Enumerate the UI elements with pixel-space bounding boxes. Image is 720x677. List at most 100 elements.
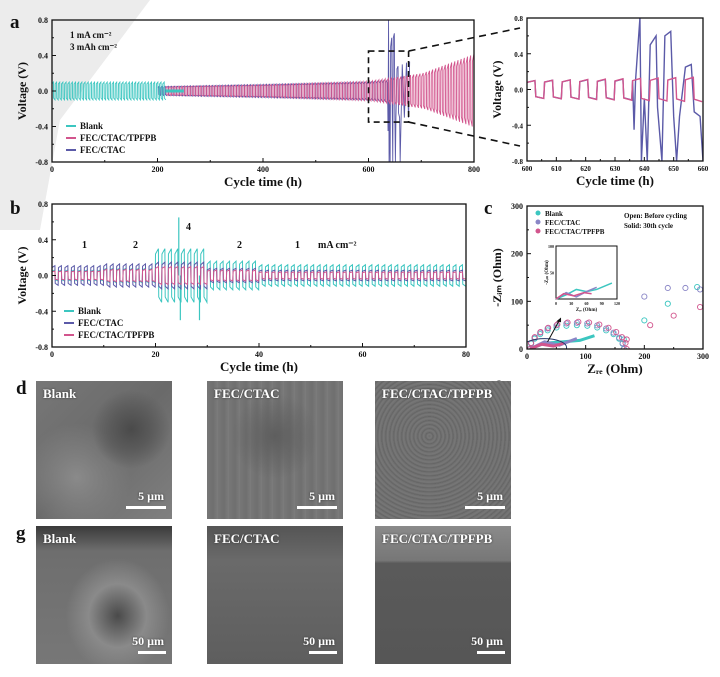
open-marker (553, 322, 560, 329)
y-tick-label: 0.4 (38, 236, 48, 245)
x-tick-label: 640 (639, 165, 650, 173)
legend-label: FEC/CTAC/TPFPB (545, 228, 605, 236)
legend-marker (535, 219, 541, 225)
x-tick-label: 650 (668, 165, 679, 173)
scale-bar-label: 50 µm (471, 634, 503, 648)
rate-annotation: 2 (133, 240, 138, 251)
y-tick-label: 0.0 (514, 87, 523, 95)
x-tick-label: 300 (697, 352, 709, 361)
open-marker (622, 339, 629, 347)
scale-bar (465, 506, 505, 509)
inset-frame (555, 245, 618, 300)
panel-label-a: a (10, 12, 20, 33)
inset-x-tick-label: 90 (600, 301, 604, 306)
x-tick-label: 0 (525, 352, 529, 361)
open-marker (641, 317, 648, 324)
y-axis-label: Voltage (V) (15, 247, 29, 305)
open-marker (641, 293, 648, 300)
scale-bar-label: 5 µm (477, 489, 503, 503)
legend-label: FEC/CTAC/TPFPB (78, 330, 154, 340)
legend-label: FEC/CTAC (78, 318, 123, 328)
scale-bar (126, 506, 166, 509)
open-marker (619, 340, 626, 347)
open-marker (664, 300, 671, 307)
sem-image-h: FEC/CTAC 50 µm (207, 526, 343, 664)
open-marker (616, 334, 623, 341)
y-tick-label: 300 (511, 202, 523, 211)
x-axis-label: Cycle time (h) (220, 359, 298, 374)
open-marker (575, 318, 582, 325)
inset-x-tick-label: 0 (555, 301, 557, 306)
x-axis-label: Zᵣₑ (Ohm) (587, 361, 642, 376)
open-marker (573, 319, 580, 326)
sem-label: FEC/CTAC/TPFPB (382, 531, 493, 546)
rate-annotation: 4 (186, 222, 191, 233)
axes-frame (526, 17, 704, 162)
open-marker (596, 321, 603, 328)
scale-bar (477, 651, 505, 654)
inset-y-tick-label: 50 (550, 271, 554, 276)
open-marker (670, 312, 677, 319)
open-marker (544, 327, 551, 334)
scale-bar-label: 50 µm (132, 634, 164, 648)
open-marker (682, 284, 689, 292)
open-marker (545, 324, 552, 331)
x-axis-label: Cycle time (h) (224, 174, 302, 189)
open-marker (586, 319, 593, 326)
watermark-shape (0, 0, 150, 230)
open-marker (605, 324, 612, 331)
open-marker (613, 329, 620, 336)
axes-frame (51, 19, 475, 163)
x-tick-label: 660 (698, 165, 709, 173)
x-tick-label: 200 (152, 165, 164, 174)
open-marker (664, 284, 671, 292)
sem-label: Blank (43, 386, 77, 401)
annotation-current-density: 1 mA cm⁻² (70, 30, 112, 40)
y-axis-label: Voltage (V) (490, 61, 504, 119)
open-marker (618, 334, 625, 341)
inset-y-axis-label: -Zᵢₘ (Ohm) (545, 260, 550, 285)
scale-bar-label: 5 µm (309, 489, 335, 503)
open-marker (554, 321, 561, 328)
y-tick-label: -0.4 (35, 307, 48, 316)
open-marker (564, 319, 571, 326)
panel-label-b: b (10, 198, 21, 219)
x-tick-label: 400 (257, 165, 269, 174)
y-axis-label: Voltage (V) (15, 62, 29, 120)
rate-annotation: 1 (82, 240, 87, 251)
x-tick-label: 80 (462, 350, 470, 359)
open-marker (610, 329, 617, 336)
arrow-head-icon (556, 317, 562, 323)
x-tick-label: 800 (468, 165, 480, 174)
scale-bar (309, 651, 337, 654)
x-tick-label: 60 (359, 350, 367, 359)
x-tick-label: 610 (551, 165, 562, 173)
x-tick-label: 40 (255, 350, 263, 359)
annotation-solid: Solid: 30th cycle (624, 222, 673, 230)
legend-label: FEC/CTAC (80, 145, 125, 155)
inset-x-tick-label: 60 (585, 301, 589, 306)
rate-annotation: mA cm⁻² (318, 240, 357, 251)
inset-curve (555, 282, 613, 300)
panel-label-d: d (16, 378, 27, 399)
scale-bar-label: 5 µm (138, 489, 164, 503)
x-tick-label: 630 (610, 165, 621, 173)
open-marker (584, 322, 591, 329)
highlight-ellipse (527, 338, 568, 349)
y-tick-label: -0.4 (512, 122, 524, 130)
sem-label: Blank (43, 531, 77, 546)
inset-x-axis-label: Zᵣₑ (Ohm) (576, 308, 598, 313)
axes-frame (51, 203, 467, 348)
legend-label: Blank (78, 306, 101, 316)
legend-marker (535, 210, 541, 216)
open-marker (537, 329, 544, 336)
open-marker (697, 304, 703, 311)
x-tick-label: 600 (363, 165, 375, 174)
sem-image-d: Blank 5 µm (36, 381, 172, 519)
axes-frame (526, 205, 704, 350)
sem-image-f: FEC/CTAC/TPFPB 5 µm (375, 381, 511, 519)
series-line-fec-ctac-tpfpb (527, 76, 703, 103)
sem-image-i: FEC/CTAC/TPFPB 50 µm (375, 526, 511, 664)
scale-bar-label: 50 µm (303, 634, 335, 648)
